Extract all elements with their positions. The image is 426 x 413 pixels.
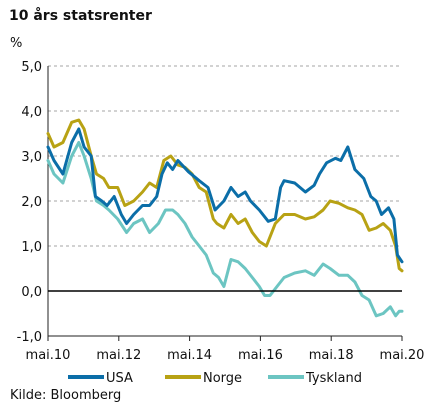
x-axis-ticks: mai.10 mai.12 mai.14 mai.16 mai.18 mai.20 [26,336,425,363]
x-tick-label: mai.14 [167,348,212,363]
x-tick-label: mai.16 [238,348,283,363]
x-tick-label: mai.18 [309,348,354,363]
y-tick-label: 5,0 [21,60,42,75]
y-tick-label: -1,0 [17,330,42,345]
legend-label: Norge [203,371,242,386]
source-note: Kilde: Bloomberg [10,388,121,403]
x-tick-label: mai.20 [380,348,425,363]
legend-label: USA [106,371,133,386]
y-axis-unit: % [10,36,22,51]
legend: USA Norge Tyskland [68,371,362,386]
y-axis-ticks: -1,0 0,0 1,0 2,0 3,0 4,0 5,0 [17,60,42,345]
series-lines [46,118,404,318]
x-tick-label: mai.10 [26,348,71,363]
y-tick-label: 4,0 [21,105,42,120]
y-tick-label: 3,0 [21,150,42,165]
series-line-tyskland [46,141,404,318]
y-tick-label: 1,0 [21,240,42,255]
x-tick-label: mai.12 [96,348,141,363]
legend-label: Tyskland [305,371,362,386]
series-line-norge [46,118,404,273]
chart-title: 10 års statsrenter [9,7,152,24]
y-tick-label: 2,0 [21,195,42,210]
y-tick-label: 0,0 [21,285,42,300]
series-line-usa [46,127,404,264]
